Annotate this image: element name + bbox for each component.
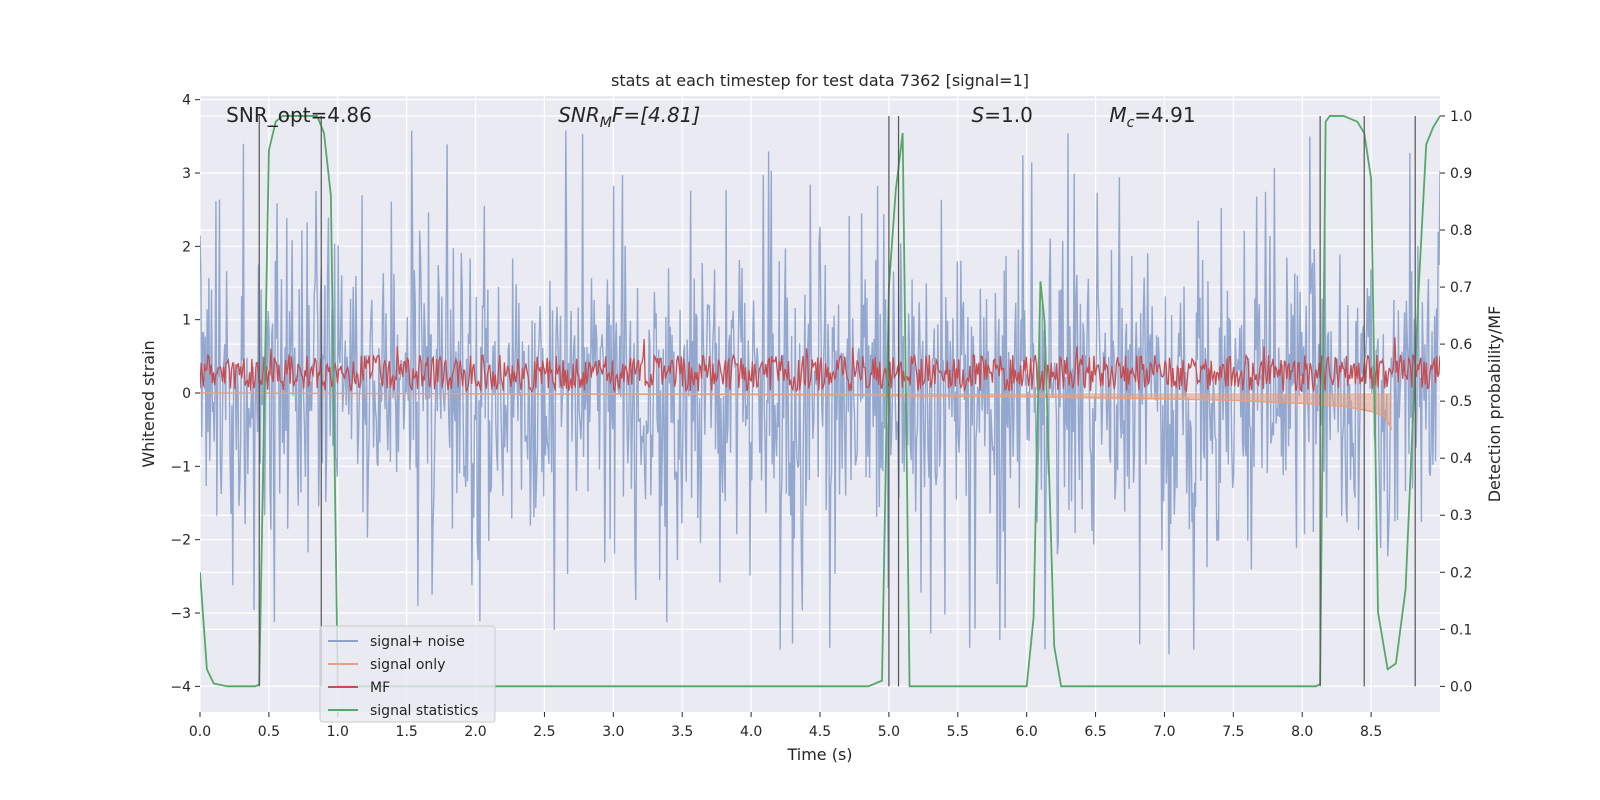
annotation-snr-opt: SNR_opt=4.86 (226, 103, 372, 127)
x-tick-label: 6.5 (1084, 724, 1106, 740)
y-tick-label-left: 4 (182, 93, 191, 109)
x-tick-label: 1.5 (396, 724, 418, 740)
annotation-mc-value: Mc=4.91 (1109, 103, 1195, 131)
y-tick-label-right: 0.2 (1450, 565, 1472, 581)
plot-area (200, 115, 1440, 688)
y-tick-label-left: −4 (170, 679, 191, 695)
y-tick-label-left: 1 (182, 313, 191, 329)
legend-label: signal+ noise (370, 634, 465, 650)
x-tick-label: 4.5 (809, 724, 831, 740)
y-tick-label-right: 0.1 (1450, 622, 1472, 638)
x-tick-label: 5.5 (947, 724, 969, 740)
annotation-snr-mf: SNRMF=[4.81] (558, 103, 700, 131)
signal-only-envelope (200, 393, 1392, 430)
mf-line (200, 337, 1440, 394)
annotations: SNR_opt=4.86 SNRMF=[4.81] S=1.0 Mc=4.91 (226, 103, 1195, 131)
y-tick-label-right: 0.5 (1450, 394, 1472, 410)
axis-ticks: 0.0 0.5 1.0 1.5 2.0 2.5 3.0 3.5 4.0 4.5 5.0 5.5 6.0 6… (170, 93, 1472, 740)
x-tick-label: 5.0 (878, 724, 900, 740)
x-tick-label: 8.5 (1360, 724, 1382, 740)
y-tick-label-left: −3 (170, 606, 191, 622)
x-tick-label: 3.0 (602, 724, 624, 740)
x-tick-label: 1.0 (327, 724, 349, 740)
y-tick-label-right: 0.0 (1450, 679, 1472, 695)
y-tick-label-left: 0 (182, 386, 191, 402)
x-tick-label: 3.5 (671, 724, 693, 740)
legend: signal+ noise signal only MF signal statist… (319, 625, 496, 723)
y-tick-label-right: 1.0 (1450, 109, 1472, 125)
y-axis-label-left: Whitened strain (139, 340, 158, 467)
y-tick-label-right: 0.7 (1450, 280, 1472, 296)
x-tick-label: 2.0 (464, 724, 486, 740)
x-tick-label: 0.5 (258, 724, 280, 740)
x-tick-label: 6.0 (1016, 724, 1038, 740)
x-tick-label: 7.0 (1153, 724, 1175, 740)
y-tick-label-right: 0.9 (1450, 166, 1472, 182)
y-tick-label-left: −2 (170, 533, 191, 549)
legend-label: signal only (370, 657, 445, 673)
y-tick-label-right: 0.3 (1450, 508, 1472, 524)
legend-box (319, 625, 496, 723)
y-tick-label-right: 0.8 (1450, 223, 1472, 239)
legend-label: MF (370, 680, 390, 696)
y-tick-label-right: 0.4 (1450, 451, 1472, 467)
x-tick-label: 8.0 (1291, 724, 1313, 740)
signal-statistics-line (200, 115, 1440, 688)
legend-label: signal statistics (370, 703, 478, 719)
x-tick-label: 2.5 (533, 724, 555, 740)
x-tick-label: 0.0 (189, 724, 211, 740)
x-tick-label: 7.5 (1222, 724, 1244, 740)
y-tick-label-left: −1 (170, 459, 191, 475)
y-tick-label-left: 3 (182, 166, 191, 182)
y-tick-label-left: 2 (182, 239, 191, 255)
y-axis-label-right: Detection probability/MF (1485, 306, 1504, 503)
chart-title: stats at each timestep for test data 736… (611, 71, 1029, 90)
annotation-s-value: S=1.0 (972, 103, 1033, 127)
x-tick-label: 4.0 (740, 724, 762, 740)
y-tick-label-right: 0.6 (1450, 337, 1472, 353)
x-axis-label: Time (s) (786, 745, 852, 764)
